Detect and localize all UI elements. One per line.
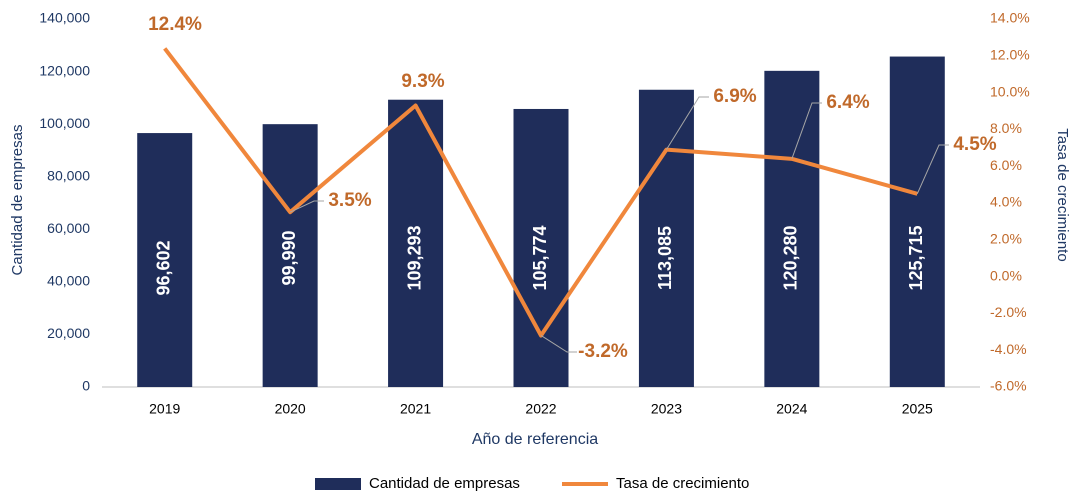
y2-tick-label: -6.0% [990,378,1027,394]
x-tick-label: 2025 [902,401,933,417]
x-tick-label: 2019 [149,401,180,417]
bar-value-label: 113,085 [655,226,675,290]
y2-tick-label: 2.0% [990,231,1022,247]
y-tick-label: 80,000 [47,167,90,183]
bar [388,99,444,387]
y-axis-label: Cantidad de empresas [9,125,26,276]
legend-swatch [315,478,361,490]
bar [638,89,694,388]
y-tick-label: 20,000 [47,325,90,341]
y2-tick-label: 14.0% [990,10,1030,26]
line-value-label: 3.5% [328,190,371,211]
line-value-label: 6.4% [826,92,869,113]
y-tick-label: 0 [82,378,90,394]
leader-line [791,102,822,160]
y2-tick-label: 8.0% [990,120,1022,136]
bar-value-label: 99,990 [279,230,299,285]
bar [764,70,820,388]
bar-value-label: 109,293 [404,225,424,290]
legend-label: Cantidad de empresas [369,475,520,492]
bar-value-label: 120,280 [781,225,801,290]
x-tick-label: 2022 [525,401,556,417]
y2-tick-label: -4.0% [990,341,1027,357]
y2-tick-label: 4.0% [990,194,1022,210]
y2-tick-label: 12.0% [990,47,1030,63]
bar [262,124,318,388]
y-tick-label: 40,000 [47,273,90,289]
bar [513,108,569,387]
bar-value-label: 105,774 [530,225,550,290]
y2-tick-label: -2.0% [990,304,1027,320]
line-value-label: 6.9% [713,86,756,107]
leader-line [540,335,577,353]
line-value-label: -3.2% [578,341,628,362]
bar-value-label: 125,715 [906,225,926,290]
x-tick-label: 2021 [400,401,431,417]
x-tick-label: 2024 [776,401,807,417]
bar [137,133,193,387]
y-tick-label: 100,000 [39,115,90,131]
legend-label: Tasa de crecimiento [616,475,749,492]
y2-axis-label: Tasa de crecimiento [1054,128,1070,261]
y-tick-label: 60,000 [47,220,90,236]
line-value-label: 9.3% [401,71,444,92]
y2-tick-label: 6.0% [990,157,1022,173]
leader-line [666,96,709,150]
y-tick-label: 140,000 [39,10,90,26]
line-value-label: 4.5% [953,134,996,155]
leader-line [289,200,324,213]
line-value-label: 12.4% [148,14,202,35]
y2-tick-label: 0.0% [990,267,1022,283]
x-tick-label: 2020 [275,401,306,417]
y2-tick-label: 10.0% [990,83,1030,99]
bar [889,56,945,388]
y-tick-label: 120,000 [39,62,90,78]
leader-line [916,144,949,195]
x-axis-label: Año de referencia [472,431,598,448]
bar-value-label: 96,602 [153,240,173,295]
x-tick-label: 2023 [651,401,682,417]
